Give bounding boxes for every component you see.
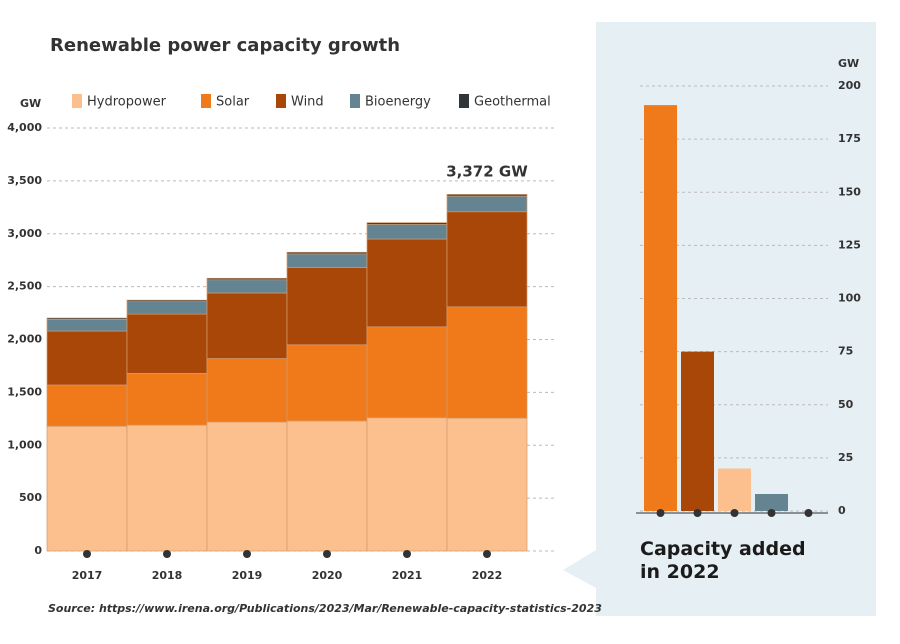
legend-swatch: [459, 94, 469, 108]
bar: [755, 494, 788, 511]
legend-label: Bioenergy: [365, 95, 431, 110]
bar-segment: [366, 223, 448, 240]
legend-swatch: [72, 94, 82, 108]
y-tick-label: 0: [838, 504, 846, 517]
x-tick-label: 2021: [392, 569, 423, 582]
bar-segment: [446, 211, 528, 308]
bar-segment: [126, 372, 208, 426]
legend-label: Solar: [216, 95, 250, 110]
category-dot: [403, 550, 411, 558]
bar-segment: [206, 279, 288, 294]
bar-segment: [286, 251, 368, 255]
bar-segment: [46, 330, 128, 386]
bar-segment: [286, 344, 368, 422]
category-dot: [804, 509, 813, 517]
category-dot: [83, 550, 91, 558]
category-dot: [243, 550, 251, 558]
category-dot: [323, 550, 331, 558]
x-tick-label: 2017: [72, 569, 103, 582]
panel-title: Capacity added in 2022: [640, 538, 806, 583]
bar: [718, 468, 751, 511]
bar-segment: [126, 299, 208, 302]
category-dot: [483, 550, 491, 558]
category-dot: [656, 509, 665, 517]
bar-segment: [206, 292, 288, 359]
bar-segment: [126, 301, 208, 315]
y-tick-label: 100: [838, 292, 861, 305]
bar-segment: [46, 384, 128, 427]
x-tick-label: 2018: [152, 569, 183, 582]
bar-segment: [46, 319, 128, 332]
annotation: 3,372 GW: [446, 163, 528, 181]
bar-segment: [46, 425, 128, 552]
y-tick-label: 3,000: [7, 227, 42, 240]
bar-segment: [286, 267, 368, 346]
y-axis-label: GW: [20, 97, 41, 110]
y-tick-label: 25: [838, 451, 853, 464]
bar-segment: [286, 253, 368, 268]
y-tick-label: 50: [838, 398, 854, 411]
legend-swatch: [276, 94, 286, 108]
y-tick-label: 2,000: [7, 333, 42, 346]
bar-segment: [366, 238, 448, 328]
bar-segment: [446, 417, 528, 552]
y-tick-label: 200: [838, 79, 861, 92]
bar-segment: [126, 424, 208, 552]
y-tick-label: 1,500: [7, 385, 42, 398]
y-tick-label: 75: [838, 345, 853, 358]
y-tick-label: 175: [838, 132, 861, 145]
category-dot: [767, 509, 776, 517]
y-tick-label: 4,000: [7, 121, 42, 134]
category-dot: [693, 509, 702, 517]
category-dot: [163, 550, 171, 558]
bar-segment: [366, 326, 448, 419]
bar-segment: [126, 313, 208, 374]
legend-label: Wind: [291, 95, 324, 110]
y-tick-label: 3,500: [7, 174, 42, 187]
source: Source: https://www.irena.org/Publicatio…: [48, 602, 602, 615]
y-tick-label: 500: [19, 491, 42, 504]
bar: [681, 351, 714, 511]
y-tick-label: 0: [34, 544, 42, 557]
bar-segment: [446, 195, 528, 213]
y-tick-label: 150: [838, 185, 861, 198]
legend-swatch: [201, 94, 211, 108]
y-axis-label: GW: [838, 57, 859, 70]
bar-segment: [206, 277, 288, 281]
category-dot: [730, 509, 739, 517]
x-tick-label: 2020: [312, 569, 343, 582]
y-tick-label: 2,500: [7, 280, 42, 293]
bar-segment: [286, 420, 368, 552]
bar: [644, 105, 677, 511]
bar-segment: [366, 417, 448, 552]
legend-label: Geothermal: [474, 95, 551, 110]
legend-label: Hydropower: [87, 95, 167, 110]
bar-segment: [206, 421, 288, 552]
panel-background: [563, 22, 876, 616]
x-tick-label: 2022: [472, 569, 503, 582]
y-tick-label: 125: [838, 238, 861, 251]
bar-segment: [446, 194, 528, 197]
legend-swatch: [350, 94, 360, 108]
chart-title: Renewable power capacity growth: [50, 35, 400, 56]
y-tick-label: 1,000: [7, 438, 42, 451]
bar-segment: [206, 358, 288, 423]
bar-segment: [366, 222, 448, 225]
x-tick-label: 2019: [232, 569, 263, 582]
bar-segment: [446, 306, 528, 419]
bar-segment: [46, 317, 128, 320]
